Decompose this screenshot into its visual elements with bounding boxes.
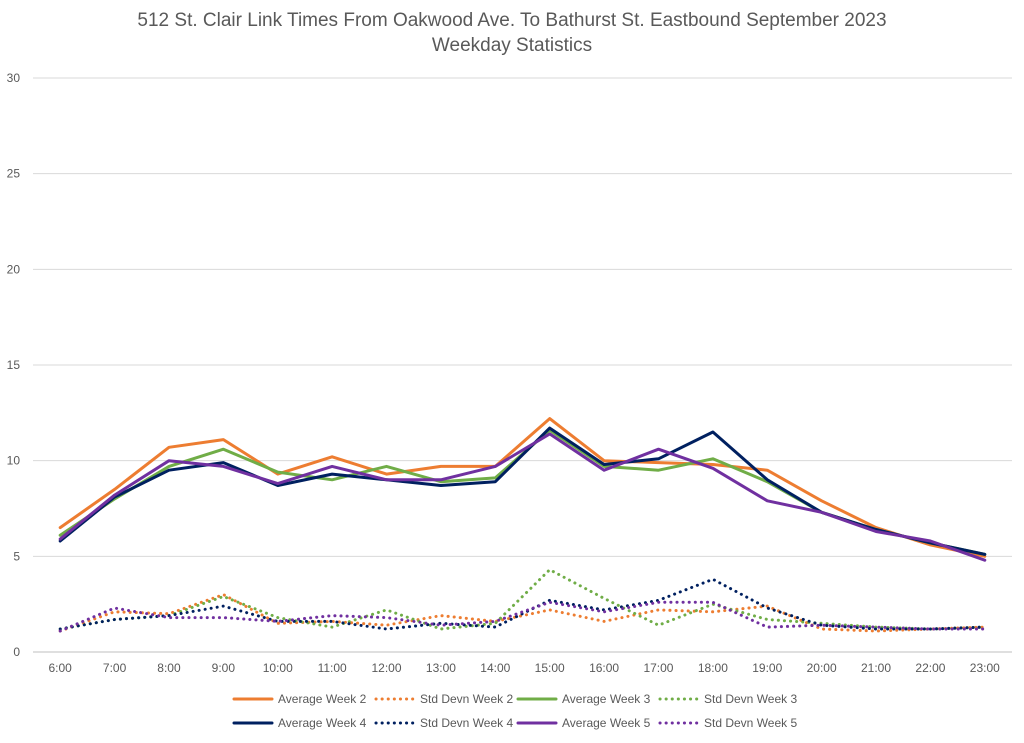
x-tick-label: 8:00 [157,661,181,675]
y-tick-label: 10 [7,454,21,468]
series-line-1 [58,593,987,633]
legend-label-4: Average Week 4 [278,716,367,730]
y-tick-label: 15 [7,358,21,372]
legend-label-6: Average Week 5 [562,716,651,730]
x-tick-label: 10:00 [263,661,293,675]
series-line-0 [58,417,987,558]
series-line-3 [58,568,987,631]
x-tick-label: 20:00 [807,661,837,675]
chart-title: 512 St. Clair Link Times From Oakwood Av… [137,10,887,31]
series-line-4 [58,426,987,556]
legend-label-7: Std Devn Week 5 [704,716,797,730]
y-tick-label: 25 [7,167,21,181]
x-tick-label: 21:00 [861,661,891,675]
x-tick-label: 23:00 [970,661,1000,675]
y-tick-label: 30 [7,71,21,85]
x-tick-label: 7:00 [103,661,127,675]
x-tick-label: 9:00 [212,661,236,675]
x-tick-label: 19:00 [752,661,782,675]
legend-label-3: Std Devn Week 3 [704,692,797,706]
x-tick-label: 6:00 [49,661,73,675]
y-tick-label: 5 [13,549,20,563]
x-tick-label: 18:00 [698,661,728,675]
x-tick-label: 22:00 [915,661,945,675]
x-tick-label: 17:00 [643,661,673,675]
series-line-7 [58,600,987,633]
legend-label-2: Average Week 3 [562,692,651,706]
series-line-5 [58,577,987,631]
legend-label-0: Average Week 2 [278,692,367,706]
y-tick-label: 20 [7,262,21,276]
x-tick-label: 13:00 [426,661,456,675]
series-line-6 [58,432,987,562]
x-tick-label: 11:00 [318,661,347,675]
x-tick-label: 16:00 [589,661,619,675]
legend-label-1: Std Devn Week 2 [420,692,513,706]
x-tick-label: 15:00 [535,661,565,675]
chart-title-block: 512 St. Clair Link Times From Oakwood Av… [0,8,1024,58]
x-tick-label: 12:00 [372,661,402,675]
x-tick-label: 14:00 [480,661,510,675]
chart-subtitle: Weekday Statistics [431,35,593,56]
y-tick-label: 0 [13,645,20,659]
legend-label-5: Std Devn Week 4 [420,716,513,730]
